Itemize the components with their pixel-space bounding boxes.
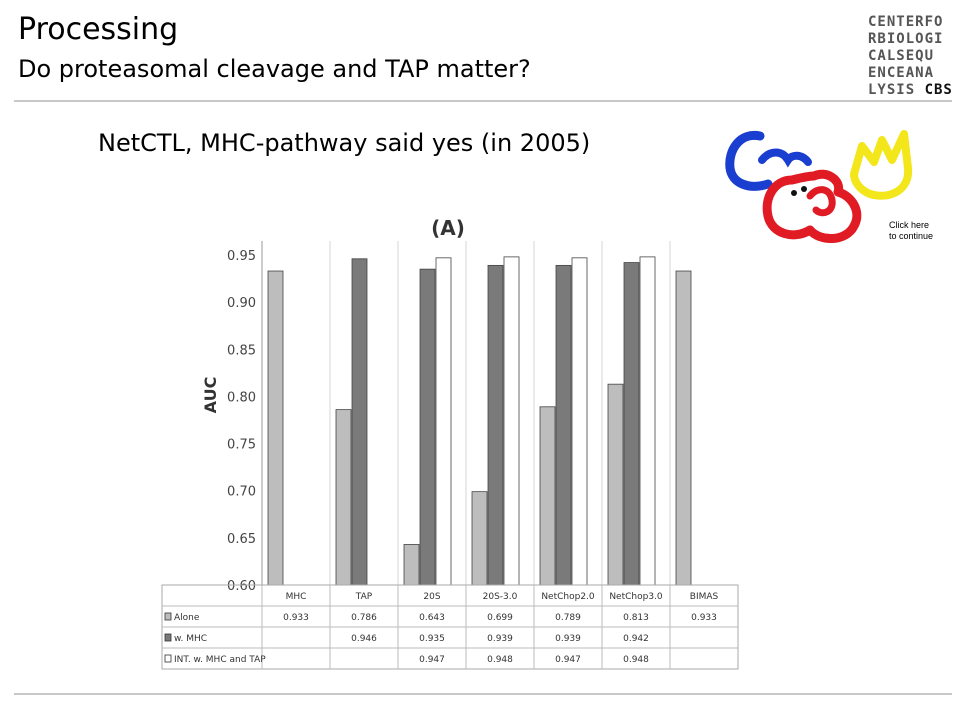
logo-line-3: CALSEQU [868, 48, 935, 64]
bar [503, 256, 520, 586]
cbs-logo: CENTERFO RBIOLOGI CALSEQU ENCEANA LYSIS … [868, 14, 953, 99]
legend-label: w. MHC [174, 634, 207, 644]
data-label: 0.643 [419, 613, 445, 623]
y-tick-label: 0.85 [227, 343, 256, 358]
data-label: 0.939 [555, 634, 581, 644]
logo-last-prefix: LYSIS [868, 82, 925, 98]
logo-line-4: ENCEANA [868, 65, 935, 81]
x-tick-label: MHC [286, 592, 307, 602]
bar [435, 257, 452, 586]
bar [623, 262, 640, 586]
data-label: 0.786 [351, 613, 377, 623]
slide-title: Processing [18, 12, 179, 47]
data-label: 0.935 [419, 634, 445, 644]
auc-bar-chart: (A) AUC 0.95 0.90 0.85 0.80 0.75 0.70 0.65 0.60… [161, 216, 739, 670]
bar [403, 544, 420, 586]
bar [419, 268, 436, 586]
data-label: 0.947 [555, 655, 581, 665]
data-label: 0.948 [623, 655, 649, 665]
data-label: 0.699 [487, 613, 513, 623]
data-label: 0.942 [623, 634, 649, 644]
x-tick-label: BIMAS [690, 592, 719, 602]
bar [571, 257, 588, 586]
bar [267, 270, 284, 586]
data-label: 0.933 [283, 613, 309, 623]
legend-swatch [164, 633, 172, 642]
y-tick-label: 0.60 [227, 579, 256, 594]
logo-cbs: CBS [924, 82, 953, 98]
click-note-line-2: to continue [889, 231, 934, 241]
mascot-icon[interactable] [722, 120, 942, 250]
data-label: 0.789 [555, 613, 581, 623]
click-to-continue-note[interactable]: Click here to continue [889, 220, 933, 242]
bar [351, 258, 368, 586]
y-tick-label: 0.80 [227, 390, 256, 405]
header-divider [14, 100, 952, 102]
legend-swatch [164, 612, 172, 621]
data-label: 0.946 [351, 634, 377, 644]
y-tick-label: 0.90 [227, 296, 256, 311]
y-tick-label: 0.95 [227, 249, 256, 264]
x-tick-label: 20S [423, 592, 440, 602]
data-label: 0.948 [487, 655, 513, 665]
footer-divider [14, 693, 952, 695]
data-label: 0.933 [691, 613, 717, 623]
click-note-line-1: Click here [889, 220, 930, 230]
statement-text: NetCTL, MHC-pathway said yes (in 2005) [98, 129, 591, 157]
y-tick-label: 0.65 [227, 532, 256, 547]
data-label: 0.813 [623, 613, 649, 623]
bar [675, 270, 692, 586]
y-tick-label: 0.75 [227, 438, 256, 453]
x-tick-label: 20S-3.0 [483, 592, 518, 602]
legend-swatch [164, 654, 172, 663]
bar [639, 256, 656, 586]
legend-label: Alone [174, 613, 200, 623]
bar [539, 406, 556, 586]
bar [607, 383, 624, 586]
logo-line-5: LYSIS CBS [868, 82, 953, 99]
data-label: 0.947 [419, 655, 445, 665]
bar [555, 264, 572, 586]
bar [487, 264, 504, 586]
data-label: 0.939 [487, 634, 513, 644]
legend-label: INT. w. MHC and TAP [174, 655, 266, 665]
y-axis-label: AUC [201, 377, 220, 414]
x-tick-label: NetChop2.0 [541, 592, 595, 602]
bar [471, 491, 488, 586]
slide-subtitle: Do proteasomal cleavage and TAP matter? [18, 55, 531, 83]
x-tick-label: NetChop3.0 [609, 592, 663, 602]
logo-line-2: RBIOLOGI [868, 31, 944, 47]
bar [335, 409, 352, 586]
logo-line-1: CENTERFO [868, 14, 944, 30]
x-tick-label: TAP [355, 592, 373, 602]
panel-label: (A) [431, 216, 465, 240]
y-tick-label: 0.70 [227, 485, 256, 500]
